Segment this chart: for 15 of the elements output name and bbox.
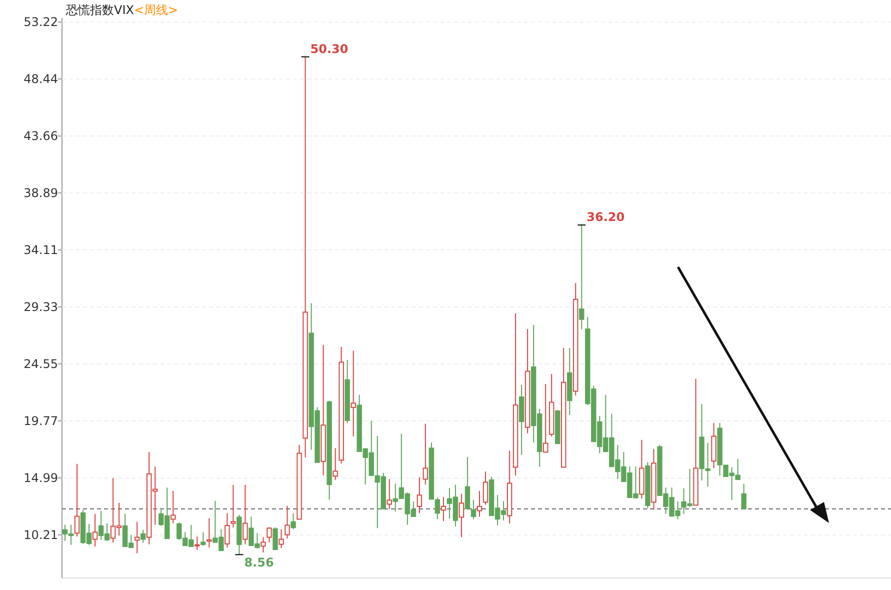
y-tick-label: 14.99 xyxy=(24,470,58,485)
annotation: 36.20 xyxy=(586,210,625,224)
y-tick-label: 10.21 xyxy=(24,528,58,542)
y-tick-label: 48.44 xyxy=(24,72,58,86)
y-tick-label: 19.77 xyxy=(24,414,58,428)
y-tick-label: 43.66 xyxy=(24,129,58,144)
y-tick-label: 38.89 xyxy=(24,186,58,200)
y-tick-label: 53.22 xyxy=(24,15,58,29)
annotation: 8.56 xyxy=(244,556,274,570)
chart-title: 恐慌指数VIX xyxy=(65,3,134,17)
annotation: 50.30 xyxy=(310,42,348,56)
y-tick-label: 29.33 xyxy=(24,300,58,314)
y-tick-label: 24.55 xyxy=(24,356,58,371)
y-tick-label: 34.11 xyxy=(24,242,58,257)
chart-subtitle: <周线> xyxy=(134,3,178,17)
